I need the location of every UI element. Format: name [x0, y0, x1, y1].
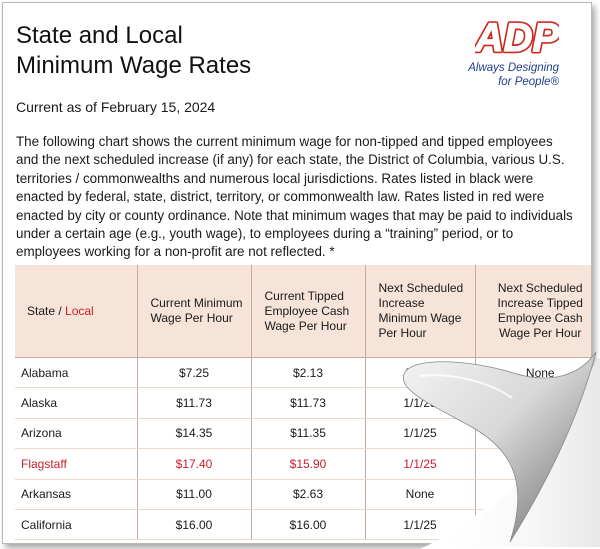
header-state-local: State / Local [15, 265, 137, 358]
cell-next-minimum: 1/1/25 [364, 448, 475, 480]
title-line-2: Minimum Wage Rates [16, 52, 252, 79]
page-title: State and Local Minimum Wage Rates [16, 21, 251, 81]
cell-jurisdiction: California [15, 509, 137, 541]
header-state-label: State / [27, 303, 62, 318]
adp-logo: ADP ADP Always Designing for People® [468, 13, 561, 95]
header-local-label: Local [65, 303, 94, 318]
cell-current-minimum: $17.40 [136, 448, 251, 480]
cell-current-minimum: $11.00 [136, 479, 251, 510]
svg-text:ADP: ADP [475, 16, 559, 60]
cell-next-minimum: 1/1/25 [364, 418, 475, 450]
cell-current-minimum: $7.25 [136, 357, 251, 389]
cell-current-minimum: $11.73 [136, 387, 251, 419]
svg-text:ADP: ADP [475, 16, 559, 60]
cell-jurisdiction: Alabama [15, 357, 137, 389]
cell-current-tipped: $11.35 [250, 418, 365, 450]
table-header-row: State / Local Current Minimum Wage Per H… [15, 265, 591, 358]
cell-jurisdiction: Alaska [15, 387, 137, 419]
header-current-tipped-wage: Current Tipped Employee Cash Wage Per Ho… [250, 265, 365, 358]
intro-paragraph: The following chart shows the current mi… [16, 134, 573, 260]
current-as-of-date: Current as of February 15, 2024 [16, 99, 216, 115]
cell-jurisdiction: Arkansas [15, 479, 137, 510]
header-current-minimum-wage: Current Minimum Wage Per Hour [136, 265, 251, 358]
logo-tagline-line-1: Always Designing [468, 62, 559, 74]
title-line-1: State and Local [16, 22, 183, 49]
cell-current-tipped: $15.90 [250, 448, 365, 480]
table-row-local: Flagstaff $17.40 $15.90 1/1/25 [15, 448, 591, 480]
cell-current-tipped: $16.00 [250, 509, 365, 541]
cell-jurisdiction: Flagstaff [15, 448, 137, 480]
cell-current-tipped: $11.73 [250, 387, 365, 419]
adp-logo-mark: ADP ADP [475, 14, 559, 61]
cell-current-minimum: $16.00 [136, 509, 251, 541]
cell-current-tipped: $2.63 [250, 479, 365, 510]
cell-current-minimum: $14.35 [136, 418, 251, 450]
cell-jurisdiction: Arizona [15, 418, 137, 450]
logo-tagline-line-2: for People® [498, 76, 559, 88]
logo-tagline: Always Designing for People® [468, 61, 559, 89]
header-next-tipped-increase: Next Scheduled Increase Tipped Employee … [474, 265, 591, 358]
page-curl-graphic [402, 352, 600, 549]
cell-next-minimum: None [364, 479, 475, 510]
header-next-minimum-increase: Next Scheduled Increase Minimum Wage Per… [364, 265, 475, 358]
cell-current-tipped: $2.13 [250, 357, 365, 389]
